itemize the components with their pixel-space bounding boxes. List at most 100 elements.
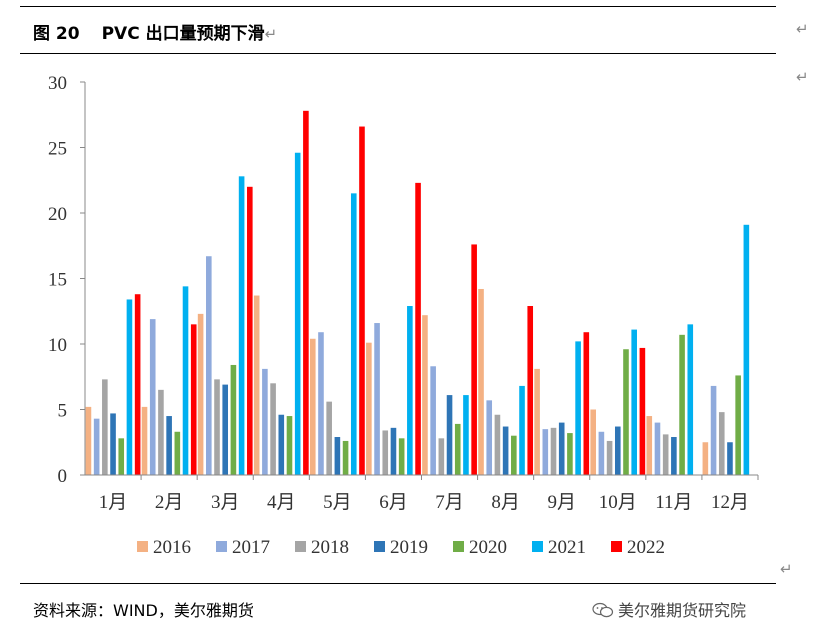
bar (247, 186, 253, 476)
bar (606, 440, 613, 475)
y-tick-label: 15 (48, 270, 67, 291)
bar (534, 368, 540, 475)
wechat-icon (592, 602, 614, 618)
bar (590, 409, 596, 475)
bar (550, 427, 557, 475)
bar (190, 324, 197, 475)
bar (662, 434, 669, 475)
bar (286, 416, 293, 475)
x-tick-label: 5月 (323, 492, 352, 513)
legend-swatch (453, 541, 464, 552)
bar (197, 313, 204, 475)
bar (303, 110, 309, 475)
bar (478, 288, 484, 475)
bar (415, 182, 421, 475)
legend-label: 2017 (232, 537, 270, 558)
bar (110, 413, 116, 475)
legend-label: 2022 (627, 537, 665, 558)
y-tick-label: 5 (58, 401, 68, 422)
legend-swatch (216, 541, 227, 552)
bar (374, 323, 380, 475)
x-tick-label: 1月 (99, 492, 128, 513)
x-tick-label: 8月 (491, 492, 520, 513)
bar (623, 349, 629, 475)
bar (743, 224, 750, 475)
bar (294, 152, 301, 476)
bar (174, 431, 181, 475)
y-tick-label: 25 (48, 139, 67, 160)
bar (671, 437, 677, 475)
x-tick-label: 11月 (655, 492, 692, 513)
bar (631, 329, 637, 475)
bar (214, 379, 220, 475)
figure-number: 图 20 (33, 24, 80, 44)
bar (238, 176, 245, 475)
x-tick-label: 9月 (547, 492, 576, 513)
bar (486, 400, 493, 475)
bar (735, 375, 741, 475)
bar (350, 193, 357, 475)
bar (318, 332, 324, 475)
legend-label: 2019 (390, 537, 428, 558)
bar (158, 389, 164, 475)
x-tick-label: 4月 (267, 492, 296, 513)
bar (359, 126, 365, 475)
bar (270, 383, 276, 475)
bar (134, 294, 141, 475)
y-tick-label: 20 (48, 204, 67, 225)
legend-label: 2018 (311, 537, 349, 558)
bar (126, 299, 133, 475)
legend-swatch (295, 541, 306, 552)
x-tick-label: 3月 (211, 492, 240, 513)
bar (407, 306, 413, 475)
bar (727, 442, 733, 475)
side-return-mark: ↵ (780, 560, 793, 578)
bar (575, 341, 581, 475)
bar (206, 256, 212, 475)
bar (102, 379, 108, 475)
bar (430, 366, 436, 475)
x-tick-label: 7月 (435, 492, 464, 513)
x-tick-label: 12月 (711, 492, 749, 513)
bar (230, 364, 237, 475)
bar (149, 319, 156, 475)
x-tick-label: 10月 (599, 492, 637, 513)
bar (382, 430, 389, 475)
bar (390, 427, 397, 475)
bar (253, 295, 260, 475)
bar (446, 395, 453, 475)
bar (398, 438, 405, 475)
bar (118, 438, 125, 475)
bar (326, 401, 332, 475)
bar (222, 384, 229, 475)
bar (141, 406, 148, 475)
bar (366, 342, 372, 475)
bar (639, 347, 646, 475)
bar (182, 286, 189, 475)
legend-swatch (374, 541, 385, 552)
bar (511, 435, 517, 475)
source-note: 资料来源：WIND，美尔雅期货 (33, 601, 254, 620)
x-tick-label: 2月 (155, 492, 184, 513)
bar (583, 332, 590, 475)
bar (567, 433, 573, 475)
bar (278, 414, 285, 475)
bar (422, 315, 428, 475)
bar (527, 306, 534, 475)
y-tick-label: 0 (58, 466, 68, 487)
side-return-mark: ↵ (796, 20, 809, 38)
title-rule (20, 53, 776, 54)
bar (463, 395, 469, 475)
bar (471, 244, 477, 475)
bar (166, 416, 172, 475)
figure-title-text: PVC 出口量预期下滑 (101, 24, 265, 44)
legend-label: 2021 (548, 537, 586, 558)
bar (438, 438, 445, 475)
bar (702, 442, 709, 475)
bar (93, 418, 100, 475)
bar (718, 412, 725, 475)
legend-label: 2020 (469, 537, 507, 558)
bar (262, 368, 268, 475)
bar (598, 431, 605, 475)
bar (687, 324, 694, 475)
